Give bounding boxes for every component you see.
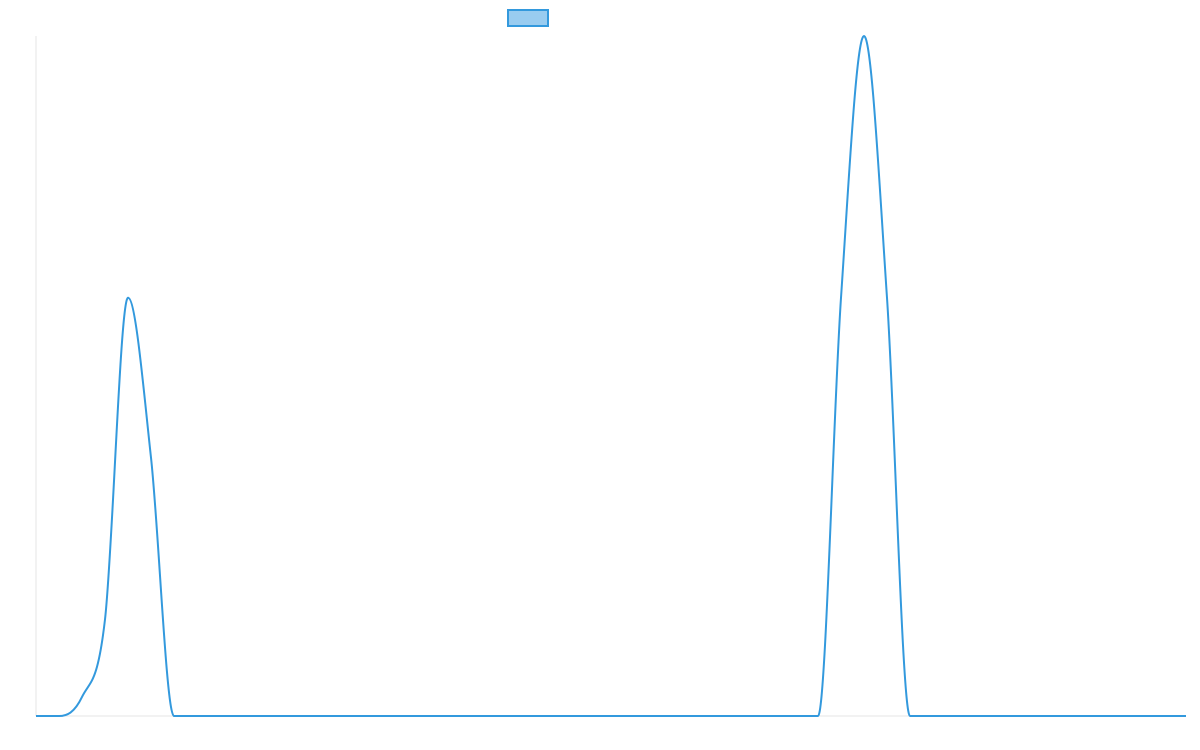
- series-layer: [36, 34, 1186, 718]
- axes: [35, 36, 1186, 717]
- legend[interactable]: [507, 9, 549, 27]
- series-line-0: [36, 34, 1186, 718]
- legend-swatch[interactable]: [507, 9, 549, 27]
